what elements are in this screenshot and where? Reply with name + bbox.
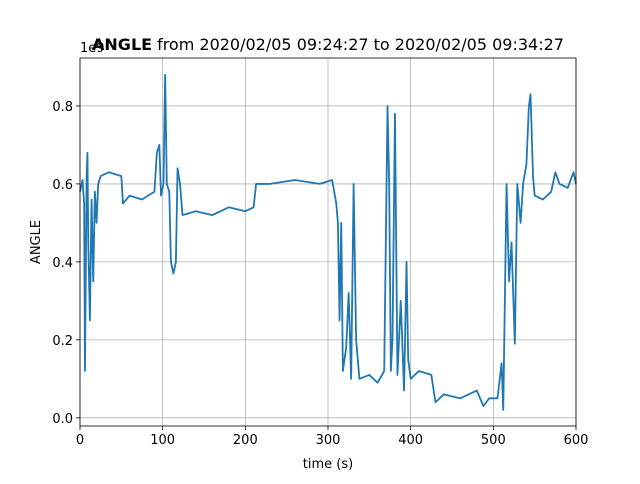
x-axis-label: time (s) [303, 457, 353, 472]
chart-title: ANGLE from 2020/02/05 09:24:27 to 2020/02… [92, 35, 564, 54]
x-tick-label: 300 [316, 433, 341, 448]
y-tick-label: 0.6 [52, 178, 73, 193]
x-tick-label: 500 [481, 433, 506, 448]
x-tick-label: 0 [76, 433, 84, 448]
x-tick-label: 200 [233, 433, 258, 448]
x-tick-label: 600 [564, 433, 589, 448]
y-tick-label: 0.2 [52, 334, 73, 349]
title-prefix: ANGLE [92, 35, 152, 54]
x-tick-label: 400 [398, 433, 423, 448]
y-tick-label: 0.4 [52, 256, 73, 271]
y-axis-label: ANGLE [29, 220, 44, 264]
plot-frame [79, 57, 577, 427]
title-text: from 2020/02/05 09:24:27 to 2020/02/05 0… [157, 35, 564, 54]
y-tick-label: 0.0 [52, 412, 73, 427]
y-tick-label: 0.8 [52, 100, 73, 115]
data-line [79, 73, 577, 411]
x-tick-label: 100 [150, 433, 175, 448]
y-offset-label: 1e9 [80, 41, 105, 56]
